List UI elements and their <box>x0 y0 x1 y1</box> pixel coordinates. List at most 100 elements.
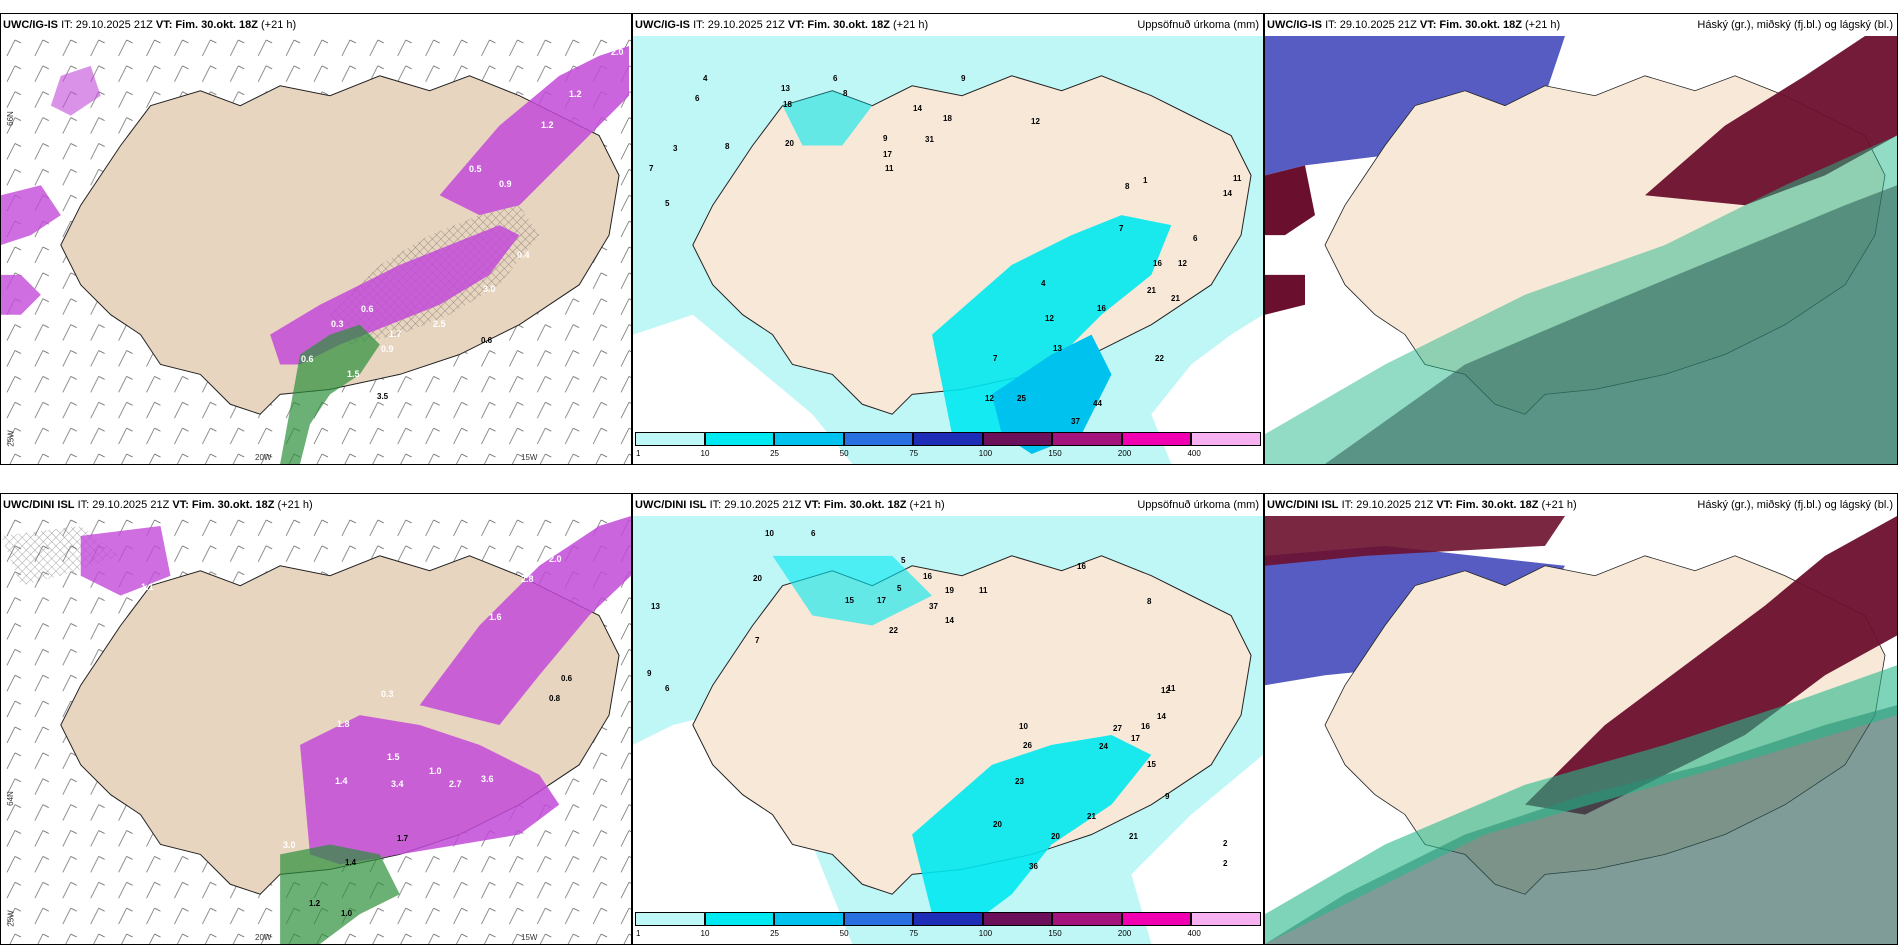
panel-product: Uppsöfnuð úrkoma (mm) <box>1137 19 1259 31</box>
wind-value: 1.0 <box>341 909 353 918</box>
precip-value: 20 <box>993 820 1002 829</box>
legend-swatch <box>982 912 1053 926</box>
precip-value: 31 <box>925 135 934 144</box>
wind-value: 2.0 <box>277 404 290 414</box>
wind-map <box>1 36 631 464</box>
legend-tick: 1 <box>636 929 641 938</box>
precip-value: 13 <box>781 84 790 93</box>
precip-value: 12 <box>985 394 994 403</box>
wind-value: 3.6 <box>481 774 494 784</box>
precip-value: 3 <box>673 144 678 153</box>
precip-value: 9 <box>961 74 966 83</box>
legend-swatch <box>843 432 914 446</box>
precip-value: 20 <box>1051 832 1060 841</box>
precip-value: 14 <box>1223 189 1232 198</box>
precip-value: 18 <box>783 100 792 109</box>
lon-label-15w: 15W <box>521 453 538 462</box>
legend-swatch <box>1121 912 1192 926</box>
legend-tick: 150 <box>1048 929 1062 938</box>
lon-label-20w: 20W <box>255 933 272 942</box>
precip-value: 13 <box>651 602 660 611</box>
precip-value: 17 <box>877 596 886 605</box>
precip-value: 9 <box>883 134 888 143</box>
precip-value: 2 <box>1223 859 1228 868</box>
panel-wind-ig: UWC/IG-IS IT: 29.10.2025 21Z VT: Fim. 30… <box>0 13 632 465</box>
legend-tick: 10 <box>700 449 710 458</box>
legend-swatch <box>774 432 844 446</box>
precip-value: 21 <box>1171 294 1180 303</box>
precip-value: 22 <box>889 626 898 635</box>
precip-value: 9 <box>647 669 652 678</box>
legend-tick: 150 <box>1048 449 1062 458</box>
cloud-map <box>1265 516 1897 944</box>
precip-value: 6 <box>695 94 700 103</box>
legend-tick: 100 <box>978 449 993 458</box>
legend-swatch <box>635 432 705 446</box>
legend-swatch <box>635 912 705 926</box>
wind-value: 0.6 <box>361 304 374 314</box>
wind-value: 0.9 <box>499 179 512 189</box>
wind-value: 0.6 <box>301 354 314 364</box>
wind-value: 1.7 <box>397 834 409 843</box>
wind-value: 3.4 <box>391 779 404 789</box>
wind-value: 1.4 <box>345 858 357 867</box>
legend-swatch <box>982 432 1053 446</box>
legend-tick: 50 <box>839 929 849 938</box>
precip-value: 16 <box>923 572 932 581</box>
precip-value: 6 <box>1193 234 1198 243</box>
wind-value: 1.4 <box>335 776 348 786</box>
precip-value: 27 <box>1113 724 1122 733</box>
wind-value: 3.0 <box>283 840 296 850</box>
wind-value: 1.2 <box>309 899 321 908</box>
wind-value: 3.0 <box>483 284 496 294</box>
wind-value: 1.6 <box>489 612 502 622</box>
precip-value: 21 <box>1087 812 1096 821</box>
precip-value: 11 <box>885 164 894 173</box>
legend-swatch <box>843 912 914 926</box>
precip-value: 16 <box>1141 722 1150 731</box>
precip-value: 25 <box>1017 394 1026 403</box>
legend-tick: 100 <box>978 929 993 938</box>
panel-clouds-ig: UWC/IG-IS IT: 29.10.2025 21Z VT: Fim. 30… <box>1264 13 1898 465</box>
cloud-map <box>1265 36 1897 464</box>
wind-value: 2.5 <box>433 319 446 329</box>
wind-value: 1.8 <box>337 719 350 729</box>
precip-value: 5 <box>665 199 670 208</box>
legend-swatch <box>1052 432 1122 446</box>
lat-label-64n: 64N <box>5 791 15 806</box>
legend-tick: 75 <box>909 449 919 458</box>
wind-value: 1.0 <box>429 766 442 776</box>
wind-value: 0.3 <box>331 319 344 329</box>
iceland-land <box>692 555 1252 895</box>
wind-value: 2.8 <box>521 574 534 584</box>
panel-title: UWC/IG-IS IT: 29.10.2025 21Z VT: Fim. 30… <box>3 19 297 31</box>
lon-label-25w: 25W <box>6 910 16 927</box>
precip-value: 15 <box>845 596 854 605</box>
precip-value: 6 <box>833 74 838 83</box>
precip-value: 7 <box>755 636 760 645</box>
legend-swatch <box>704 912 775 926</box>
panel-precip-dini: UWC/DINI ISL IT: 29.10.2025 21Z VT: Fim.… <box>632 493 1264 945</box>
wind-value: 1.2 <box>569 89 582 99</box>
precip-value: 4 <box>1041 279 1046 288</box>
precip-value: 37 <box>929 602 938 611</box>
panel-product: Uppsöfnuð úrkoma (mm) <box>1137 499 1259 511</box>
precip-value: 16 <box>1077 562 1086 571</box>
precip-value: 6 <box>811 529 816 538</box>
panel-header: UWC/DINI ISL IT: 29.10.2025 21Z VT: Fim.… <box>1 494 631 516</box>
precip-value: 17 <box>883 150 892 159</box>
legend-swatch <box>774 912 844 926</box>
legend-tick: 400 <box>1187 449 1201 458</box>
panel-product: Háský (gr.), miðský (fj.bl.) og lágský (… <box>1697 19 1893 31</box>
precip-value: 11 <box>979 586 988 595</box>
precip-value: 19 <box>945 586 954 595</box>
wind-value: 3.5 <box>377 392 389 401</box>
lon-label-20w: 20W <box>255 453 272 462</box>
legend-tick: 75 <box>909 929 919 938</box>
panel-product: Háský (gr.), miðský (fj.bl.) og lágský (… <box>1697 499 1893 511</box>
wind-value: 0.6 <box>561 674 573 683</box>
wind-value: 1.2 <box>541 120 554 130</box>
wind-value: 0.4 <box>517 250 530 260</box>
wind-value: 1.1 <box>141 582 154 592</box>
precip-value: 18 <box>943 114 952 123</box>
